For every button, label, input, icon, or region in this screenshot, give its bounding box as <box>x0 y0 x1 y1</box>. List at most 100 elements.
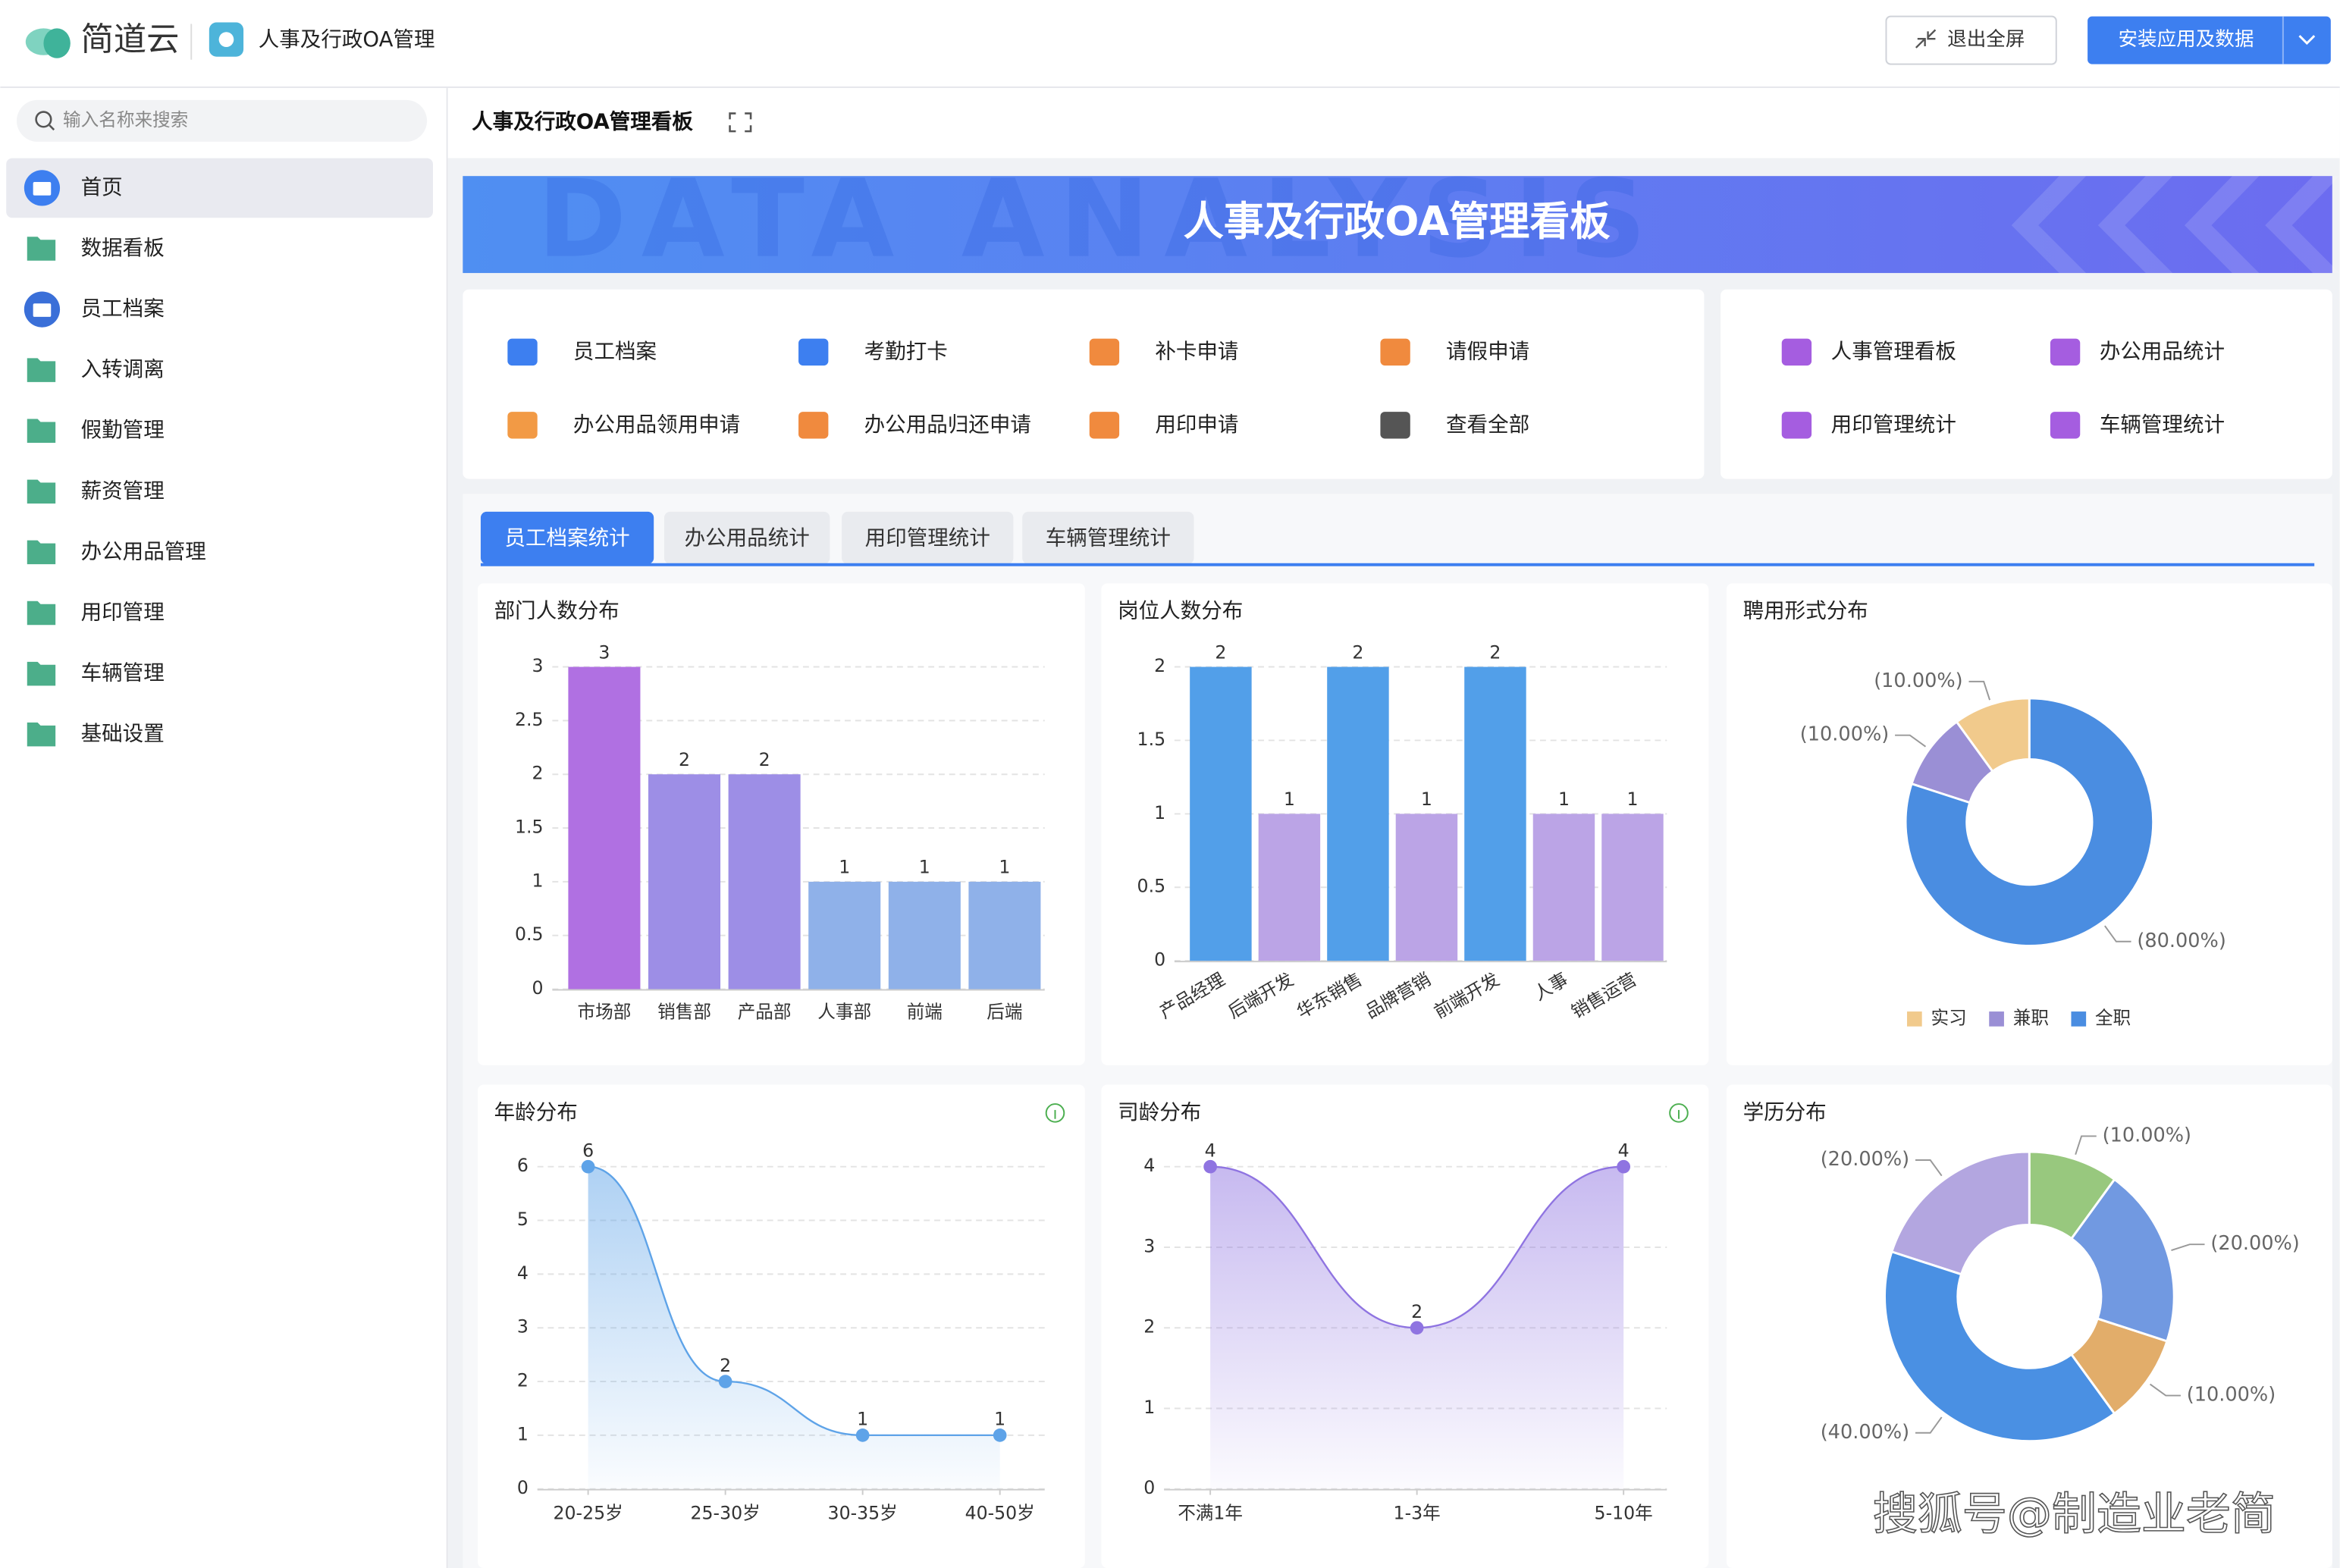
y-tick-label: 1.5 <box>515 817 544 838</box>
search-placeholder: 输入名称来搜索 <box>63 109 188 130</box>
nav-item: 车辆管理 <box>81 661 165 685</box>
tab[interactable] <box>1022 511 1194 564</box>
banner <box>463 176 2332 274</box>
point <box>581 1159 595 1174</box>
legend-swatch <box>1907 1011 1922 1027</box>
bar <box>1532 814 1595 961</box>
chart-title: 学历分布 <box>1743 1100 1827 1124</box>
y-tick-label: 1 <box>517 1423 529 1444</box>
value-label: 1 <box>857 1409 868 1430</box>
value-label: (20.00%) <box>1821 1148 1909 1171</box>
shortcut-icon[interactable] <box>798 412 829 439</box>
tab[interactable] <box>480 511 654 564</box>
banner-chevron <box>2185 176 2260 274</box>
value-label: 1 <box>839 857 850 878</box>
x-tick-label: 人事部 <box>817 1002 871 1023</box>
bar <box>1395 814 1458 961</box>
chart-title: 年龄分布 <box>494 1100 578 1124</box>
app-icon-glyph <box>218 32 234 47</box>
value-label: 2 <box>720 1355 731 1376</box>
watermark: 搜狐号@制造业老简 <box>1873 1488 2276 1540</box>
shortcut-icon[interactable] <box>1380 412 1410 439</box>
expand-icon[interactable] <box>729 112 752 133</box>
point <box>1203 1159 1217 1174</box>
folder-icon <box>27 358 56 382</box>
nav-item: 假勤管理 <box>81 418 165 442</box>
exit-button[interactable] <box>1885 15 2057 65</box>
leader-line <box>2149 1383 2181 1397</box>
point <box>1410 1321 1424 1335</box>
leader-line <box>2171 1243 2205 1252</box>
value-label: 6 <box>582 1140 594 1162</box>
x-tick-label: 40-50岁 <box>965 1503 1035 1524</box>
shortcut-label: 办公用品归还申请 <box>864 412 1031 437</box>
info-icon[interactable] <box>1669 1103 1689 1123</box>
bar <box>1601 814 1664 961</box>
value-label: 1 <box>1421 789 1432 810</box>
nav-item: 数据看板 <box>81 236 165 260</box>
line <box>588 1165 1000 1437</box>
nav-item: 薪资管理 <box>81 478 165 503</box>
value-label: (80.00%) <box>2137 930 2226 952</box>
banner-chevron <box>2097 176 2173 274</box>
leader-line <box>2075 1135 2097 1156</box>
bar <box>808 881 881 989</box>
value-label: (10.00%) <box>1874 670 1962 692</box>
leader-line <box>1915 1159 1943 1177</box>
search-icon <box>35 111 52 128</box>
value-label: (20.00%) <box>2210 1232 2299 1255</box>
tab[interactable] <box>842 511 1014 564</box>
search-icon <box>49 124 55 131</box>
shortcut-icon[interactable] <box>507 338 538 366</box>
nav-item: 基础设置 <box>81 722 165 746</box>
install-button[interactable] <box>2087 16 2331 64</box>
nav-item: 办公用品管理 <box>81 539 206 563</box>
shortcut-icon[interactable] <box>798 338 829 366</box>
shortcut-icon[interactable] <box>1380 338 1410 366</box>
folder-icon <box>27 479 56 504</box>
point <box>718 1375 732 1388</box>
folder-icon <box>27 419 56 443</box>
banner-chevron <box>2265 176 2340 274</box>
chart-title: 聘用形式分布 <box>1743 599 1868 623</box>
y-tick-label: 0 <box>1143 1477 1155 1498</box>
info-icon[interactable] <box>1045 1103 1065 1123</box>
shortcut-label: 办公用品统计 <box>2100 339 2225 363</box>
y-tick-label: 2.5 <box>515 709 544 730</box>
shortcut-icon[interactable] <box>1781 412 1812 439</box>
bar <box>1327 666 1389 961</box>
value-label: 2 <box>1411 1301 1423 1322</box>
shortcut-icon[interactable] <box>2050 412 2081 439</box>
bar <box>568 666 641 989</box>
shortcut-label: 车辆管理统计 <box>2100 412 2225 437</box>
y-tick-label: 2 <box>1143 1316 1155 1338</box>
y-tick-label: 0.5 <box>515 924 544 945</box>
y-tick-label: 1 <box>532 870 544 891</box>
leader-line <box>2104 925 2131 942</box>
value-label: 2 <box>1489 641 1501 663</box>
tab[interactable] <box>663 511 830 564</box>
bar <box>728 774 801 989</box>
value-label: 2 <box>759 749 770 770</box>
y-tick-label: 0 <box>532 977 544 999</box>
value-label: 1 <box>999 857 1010 878</box>
search-box[interactable] <box>17 99 428 142</box>
shortcut-icon[interactable] <box>1089 338 1120 366</box>
shortcut-label: 请假申请 <box>1446 339 1529 363</box>
value-label: (10.00%) <box>1800 723 1889 746</box>
x-tick-label: 前端 <box>907 1002 943 1023</box>
value-label: 1 <box>1284 789 1295 810</box>
chart-card <box>478 1084 1085 1568</box>
shortcut-icon[interactable] <box>1089 412 1120 439</box>
value-label: (10.00%) <box>2187 1384 2276 1406</box>
shortcut-icon[interactable] <box>1781 338 1812 366</box>
area-fill <box>588 1166 1000 1489</box>
shortcut-icon[interactable] <box>2050 338 2081 366</box>
bar <box>1190 666 1252 961</box>
shortcut-icon[interactable] <box>507 412 538 439</box>
y-tick-label: 3 <box>1143 1235 1155 1256</box>
x-tick-label: 不满1年 <box>1178 1503 1243 1524</box>
folder-icon <box>27 601 56 626</box>
logo-text: 简道云 <box>81 21 180 59</box>
folder-icon <box>27 540 56 565</box>
